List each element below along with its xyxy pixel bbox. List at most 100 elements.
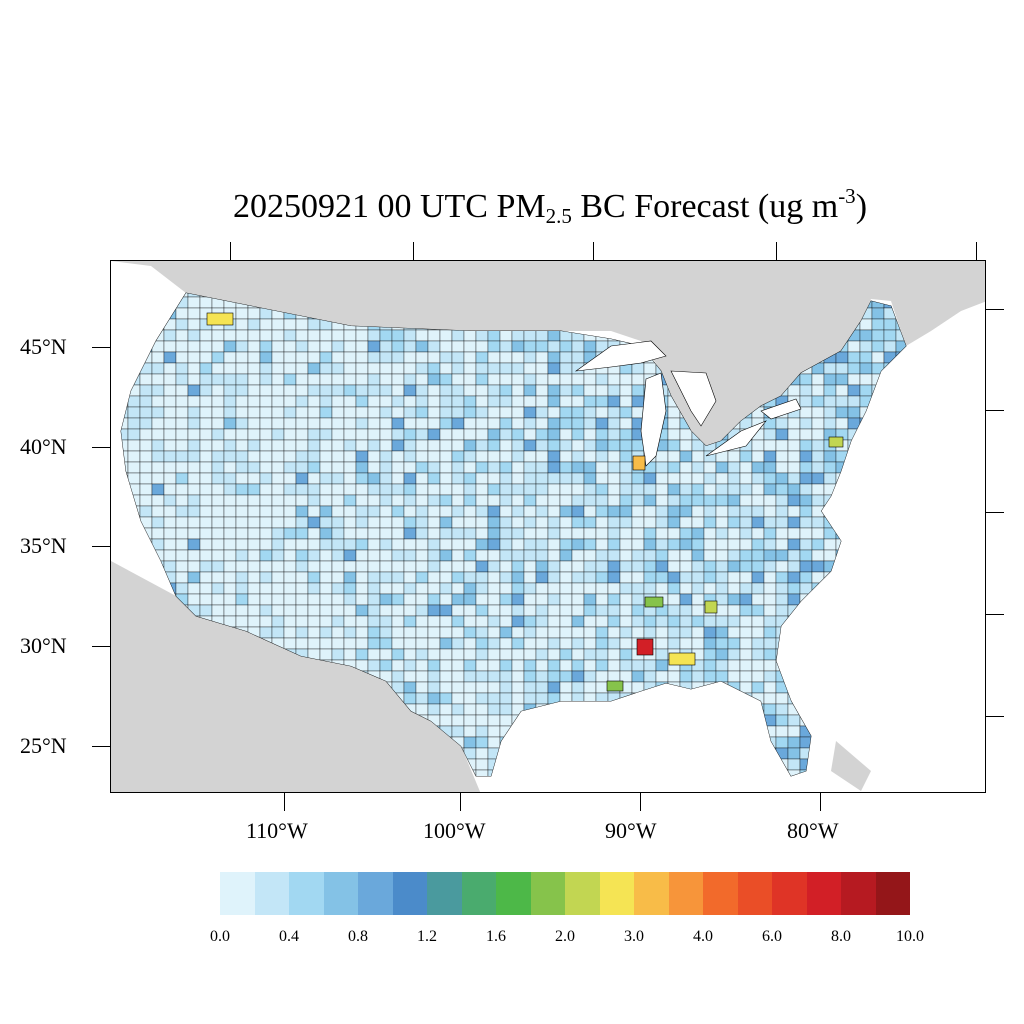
county-cell bbox=[871, 714, 885, 727]
county-cell bbox=[295, 483, 309, 496]
county-cell bbox=[691, 615, 705, 628]
county-cell bbox=[859, 615, 873, 628]
county-cell bbox=[175, 439, 189, 452]
county-cell bbox=[235, 516, 249, 529]
county-cell bbox=[319, 615, 333, 628]
county-cell bbox=[391, 329, 405, 342]
county-cell bbox=[307, 428, 321, 441]
county-cell bbox=[823, 373, 837, 386]
county-cell bbox=[199, 538, 213, 551]
county-cell bbox=[703, 758, 717, 771]
county-cell bbox=[487, 373, 501, 386]
county-cell bbox=[655, 527, 669, 540]
county-cell bbox=[811, 747, 825, 760]
county-cell bbox=[379, 604, 393, 617]
county-cell bbox=[367, 395, 381, 408]
county-cell bbox=[631, 384, 645, 397]
county-cell bbox=[343, 450, 357, 463]
county-cell bbox=[439, 417, 453, 430]
county-cell bbox=[559, 747, 573, 760]
county-cell bbox=[643, 483, 657, 496]
bottom-tick bbox=[820, 793, 821, 811]
county-cell bbox=[739, 758, 753, 771]
county-cell bbox=[415, 373, 429, 386]
county-cell bbox=[559, 461, 573, 474]
county-cell bbox=[187, 428, 201, 441]
county-cell bbox=[679, 703, 693, 716]
county-cell bbox=[811, 736, 825, 749]
county-cell bbox=[439, 692, 453, 705]
county-cell bbox=[283, 637, 297, 650]
county-cell bbox=[511, 494, 525, 507]
county-cell bbox=[655, 626, 669, 639]
county-cell bbox=[883, 615, 897, 628]
county-cell bbox=[187, 494, 201, 507]
county-cell bbox=[655, 714, 669, 727]
county-cell bbox=[871, 637, 885, 650]
county-cell bbox=[259, 395, 273, 408]
county-cell bbox=[367, 450, 381, 463]
county-cell bbox=[499, 681, 513, 694]
county-cell bbox=[463, 461, 477, 474]
county-cell bbox=[572, 781, 584, 792]
county-cell bbox=[859, 549, 873, 562]
county-cell bbox=[367, 351, 381, 364]
county-cell bbox=[643, 747, 657, 760]
county-cell bbox=[908, 473, 920, 484]
county-cell bbox=[439, 626, 453, 639]
county-cell bbox=[499, 395, 513, 408]
county-cell bbox=[343, 395, 357, 408]
county-cell bbox=[595, 560, 609, 573]
county-cell bbox=[547, 483, 561, 496]
county-cell bbox=[499, 461, 513, 474]
county-cell bbox=[775, 461, 789, 474]
hotspots-layer bbox=[206, 312, 844, 692]
county-cell bbox=[679, 428, 693, 441]
county-cell bbox=[367, 516, 381, 529]
county-cell bbox=[583, 648, 597, 661]
county-cell bbox=[451, 340, 465, 353]
county-cell bbox=[583, 571, 597, 584]
county-cell bbox=[571, 571, 585, 584]
county-cell bbox=[775, 769, 789, 776]
county-cell bbox=[379, 637, 393, 650]
county-cell bbox=[415, 527, 429, 540]
county-cell bbox=[475, 417, 489, 430]
county-cell bbox=[475, 439, 489, 452]
county-cell bbox=[427, 571, 441, 584]
county-cell bbox=[547, 659, 561, 672]
county-cell bbox=[499, 384, 513, 397]
county-cell bbox=[679, 670, 693, 683]
county-cell bbox=[571, 527, 585, 540]
county-cell bbox=[607, 549, 621, 562]
county-cell bbox=[163, 461, 177, 474]
county-cell bbox=[439, 329, 453, 342]
county-cell bbox=[271, 582, 285, 595]
county-cell bbox=[511, 604, 525, 617]
county-cell bbox=[571, 725, 585, 738]
county-cell bbox=[739, 582, 753, 595]
county-cell bbox=[679, 527, 693, 540]
county-cell bbox=[307, 516, 321, 529]
county-cell bbox=[703, 494, 717, 507]
county-cell bbox=[643, 626, 657, 639]
county-cell bbox=[583, 417, 597, 430]
county-cell bbox=[175, 318, 189, 331]
county-cell bbox=[247, 461, 261, 474]
county-cell bbox=[703, 670, 717, 683]
county-cell bbox=[583, 516, 597, 529]
county-cell bbox=[199, 362, 213, 375]
county-cell bbox=[403, 604, 417, 617]
county-cell bbox=[847, 593, 861, 606]
county-cell bbox=[343, 340, 357, 353]
county-cell bbox=[463, 659, 477, 672]
county-cell bbox=[163, 450, 177, 463]
county-cell bbox=[139, 461, 153, 474]
county-cell bbox=[895, 593, 906, 606]
county-cell bbox=[835, 725, 849, 738]
county-cell bbox=[751, 615, 765, 628]
county-cell bbox=[463, 373, 477, 386]
county-cell bbox=[799, 439, 813, 452]
county-cell bbox=[487, 615, 501, 628]
county-cell bbox=[343, 428, 357, 441]
